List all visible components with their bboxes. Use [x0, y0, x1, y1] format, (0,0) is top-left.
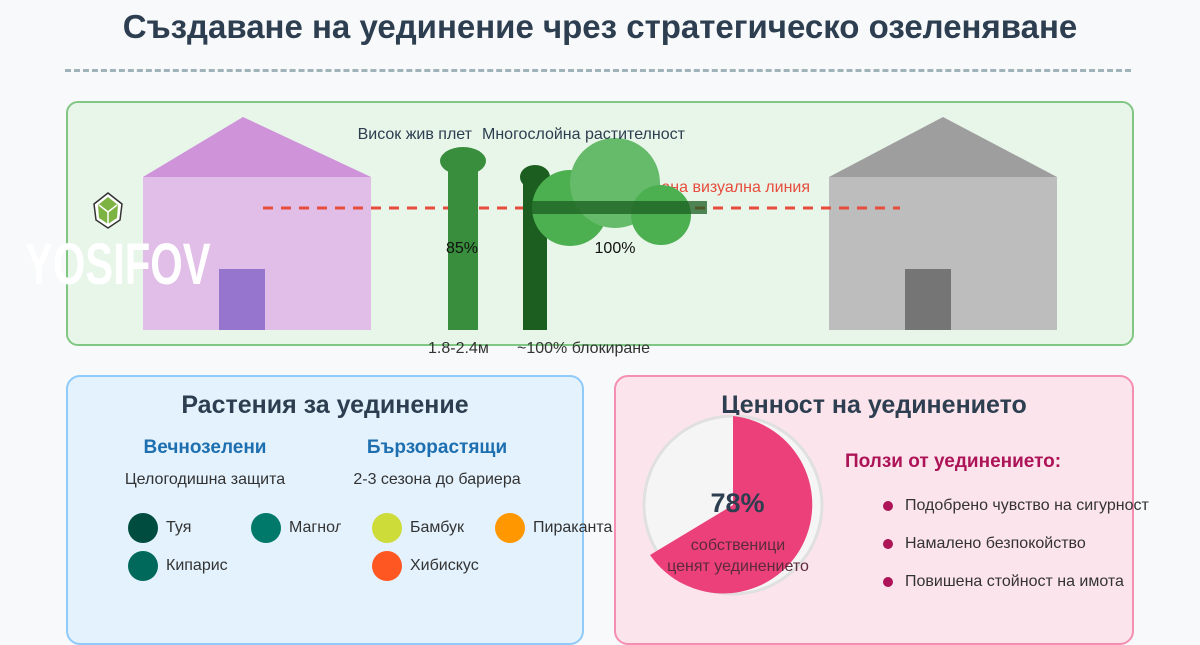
group-evergreen: Вечнозелени Целогодишна защита — [108, 437, 338, 489]
plant-name: Туя — [166, 519, 192, 536]
logo-text: YOSIFOV — [25, 231, 211, 296]
hedge-trunk — [448, 160, 478, 330]
layered-plants — [520, 138, 707, 330]
benefit-item: Подобрено чувство на сигурност — [883, 497, 1149, 515]
group-desc: 2-3 сезона до бариера — [353, 471, 521, 488]
plant-name: Пираканта — [533, 519, 613, 536]
stat-percent: 78% — [710, 488, 765, 518]
plant-color-dot — [251, 513, 281, 543]
benefit-item: Намалено безпокойство — [883, 535, 1086, 553]
value-title: Ценност на уединението — [721, 391, 1027, 419]
pie-slice-value — [650, 416, 813, 594]
plant-color-dot — [495, 513, 525, 543]
left-house-door — [219, 269, 265, 330]
benefit-text: Намалено безпокойство — [905, 535, 1086, 552]
privacy-pie-chart — [642, 415, 824, 596]
bullet-icon — [883, 501, 893, 511]
plant-item: Хибискус — [372, 551, 479, 581]
plant-color-dot — [372, 513, 402, 543]
bullet-icon — [883, 577, 893, 587]
tree-canopy — [631, 185, 691, 245]
left-house — [143, 117, 371, 330]
stat-line: ценят уединението — [667, 558, 809, 575]
hedge — [440, 147, 486, 330]
stat-line: собственици — [690, 537, 786, 554]
hedge-height: 1.8-2.4м — [428, 340, 489, 357]
layered-block: ~100% блокиране — [517, 340, 650, 357]
scene-illustration: Блокирана визуална линия Висок жив плет … — [25, 117, 1057, 357]
plant-color-dot — [372, 551, 402, 581]
plant-color-dot — [128, 551, 158, 581]
benefits-title: Ползи от уединението: — [845, 451, 1062, 472]
hedge-percent: 85% — [446, 240, 478, 257]
page-title: Създаване на уединение чрез стратегическ… — [122, 8, 1078, 45]
benefit-text: Подобрено чувство на сигурност — [905, 497, 1149, 514]
plant-name: Бамбук — [410, 519, 465, 536]
layered-label: Многослойна растителност — [482, 126, 686, 143]
layered-percent: 100% — [595, 240, 636, 257]
plant-color-dot — [128, 513, 158, 543]
group-title: Бързорастящи — [366, 437, 508, 458]
right-house-door — [905, 269, 951, 330]
plant-item: Магнолия — [251, 513, 341, 543]
left-house-roof — [143, 117, 371, 177]
group-title: Вечнозелени — [143, 437, 267, 458]
title-divider — [65, 69, 1131, 72]
hedge-label: Висок жив плет — [358, 126, 473, 143]
layered-band — [532, 201, 707, 214]
plant-name: Кипарис — [166, 557, 228, 574]
right-house — [829, 117, 1057, 330]
plant-item: Бамбук — [372, 513, 464, 543]
plants-title: Растения за уединение — [181, 391, 469, 419]
leaf-logo-icon — [93, 192, 123, 229]
plant-item: Пираканта — [495, 513, 620, 543]
plant-name: Магнолия — [289, 519, 341, 536]
plant-item: Кипарис — [128, 551, 228, 581]
right-house-roof — [829, 117, 1057, 177]
logo: YOSIFOV — [25, 192, 211, 297]
plant-item: Туя — [128, 513, 191, 543]
group-desc: Целогодишна защита — [124, 471, 286, 488]
benefit-item: Повишена стойност на имота — [883, 573, 1124, 591]
plants-panel: Растения за уединение Вечнозелени Целого… — [66, 375, 612, 645]
plant-name: Хибискус — [410, 557, 479, 574]
benefit-text: Повишена стойност на имота — [905, 573, 1124, 590]
hedge-top — [440, 147, 486, 175]
group-fast: Бързорастящи 2-3 сезона до бариера — [336, 437, 566, 489]
stat-caption: собственици ценят уединението — [643, 535, 833, 577]
bullet-icon — [883, 539, 893, 549]
